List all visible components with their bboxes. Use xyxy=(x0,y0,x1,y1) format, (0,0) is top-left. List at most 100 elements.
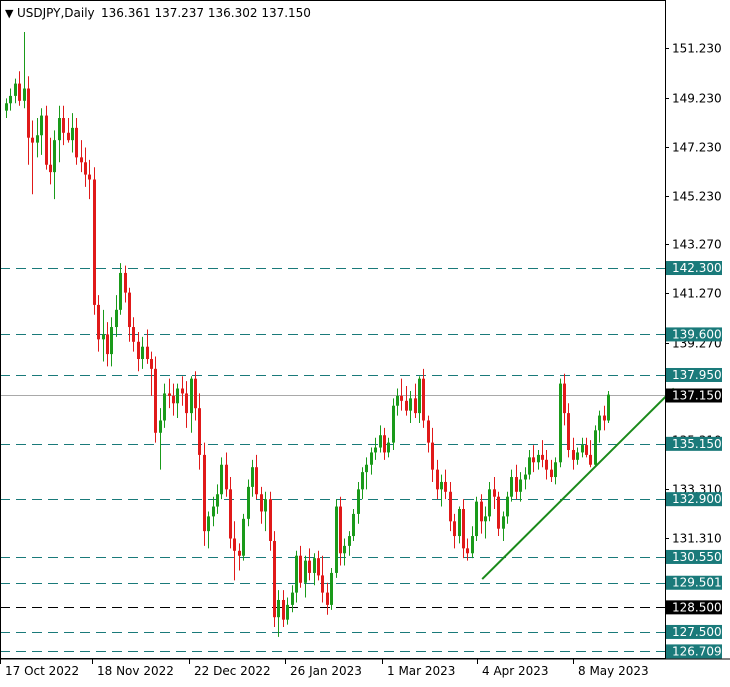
level-price-tag-label: 128.500 xyxy=(672,600,722,614)
candle-body xyxy=(444,481,447,492)
candle-body xyxy=(84,162,87,175)
trendline[interactable] xyxy=(481,387,675,580)
candle-body xyxy=(115,309,118,328)
candle-body xyxy=(528,457,531,475)
candle-body xyxy=(594,430,597,465)
current-price-tag-label: 137.150 xyxy=(672,389,722,403)
time-tick-label: 1 Mar 2023 xyxy=(387,664,455,678)
candle-body xyxy=(93,179,96,305)
candle-body xyxy=(607,394,610,421)
candle-body xyxy=(409,398,412,411)
level-price-tag xyxy=(666,367,722,382)
chart-header: ▼ USDJPY,Daily 136.361 137.237 136.302 1… xyxy=(5,6,311,20)
candle-body xyxy=(88,174,91,180)
candle-body xyxy=(185,393,188,414)
candle-body xyxy=(172,395,175,404)
candle-body xyxy=(581,445,584,453)
candle-body xyxy=(128,292,131,328)
candle-body xyxy=(277,599,280,618)
candle-body xyxy=(418,378,421,414)
candle-body xyxy=(97,304,100,340)
candle-body xyxy=(374,447,377,453)
candle-body xyxy=(379,435,382,448)
candle-body xyxy=(488,489,491,517)
level-price-tag xyxy=(666,600,722,615)
candle-body xyxy=(458,509,461,537)
candle-body xyxy=(286,604,289,620)
candle-body xyxy=(589,454,592,465)
candle-body xyxy=(176,388,179,404)
candle-body xyxy=(339,506,342,554)
candle-body xyxy=(440,481,443,490)
candle-body xyxy=(238,550,241,556)
candle-body xyxy=(387,442,390,453)
candle-body xyxy=(18,83,21,101)
candle-body xyxy=(453,521,456,537)
candle-body xyxy=(567,413,570,450)
candle-body xyxy=(357,489,360,514)
candle-body xyxy=(203,454,206,532)
candle-body xyxy=(207,516,210,532)
horizontal-levels xyxy=(0,268,665,652)
level-price-tag-label: 132.900 xyxy=(672,492,722,506)
level-price-tag xyxy=(666,261,722,276)
candle-body xyxy=(510,477,513,497)
level-price-tag-label: 129.501 xyxy=(672,576,722,590)
candle-body xyxy=(449,491,452,522)
symbol-timeframe-label: USDJPY,Daily xyxy=(17,6,95,20)
candle-body xyxy=(524,474,527,480)
candle-body xyxy=(365,464,368,473)
price-tags: 142.300 139.600 137.950 135.150 132.900 130.5… xyxy=(666,261,722,659)
candle-body xyxy=(506,496,509,517)
candle-body xyxy=(27,88,30,138)
time-axis[interactable]: 17 Oct 2022 18 Nov 2022 22 Dec 2022 26 Jan … xyxy=(0,659,649,678)
candle-body xyxy=(585,445,588,455)
candle-body xyxy=(335,506,338,573)
candle-body xyxy=(291,592,294,605)
level-price-tag-label: 135.150 xyxy=(672,437,722,451)
candle-body xyxy=(537,454,540,463)
candle-body xyxy=(220,464,223,495)
candle-body xyxy=(554,462,557,478)
time-tick-label: 26 Jan 2023 xyxy=(290,664,362,678)
candle-body xyxy=(321,575,324,593)
candle-body xyxy=(9,95,12,104)
candle-body xyxy=(484,516,487,522)
candle-body xyxy=(550,469,553,478)
candle-body xyxy=(598,415,601,431)
candle-body xyxy=(23,88,26,101)
symbol-menu-icon[interactable]: ▼ xyxy=(5,7,14,20)
price-axis[interactable]: 151.230 149.230 147.230 145.230 143.270 141.2… xyxy=(665,42,722,546)
candle-body xyxy=(62,118,65,133)
candle-body xyxy=(67,132,70,141)
candle-body xyxy=(427,420,430,443)
candle-body xyxy=(295,555,298,593)
time-tick-label: 18 Nov 2022 xyxy=(97,664,174,678)
candle-body xyxy=(282,599,285,620)
candle-body xyxy=(436,469,439,490)
candle-body xyxy=(168,393,171,396)
level-price-tag xyxy=(666,549,722,564)
candle-body xyxy=(480,501,483,522)
candle-body xyxy=(519,479,522,492)
candle-body xyxy=(563,383,566,414)
candle-body xyxy=(313,558,316,573)
candle-body xyxy=(242,518,245,556)
level-price-tag xyxy=(666,575,722,590)
candle-body xyxy=(431,442,434,470)
candle-body xyxy=(405,400,408,411)
candle-body xyxy=(106,334,109,355)
candle-body xyxy=(40,115,43,136)
level-price-tag-label: 126.709 xyxy=(672,644,722,658)
candle-body xyxy=(304,560,307,583)
candle-body xyxy=(471,536,474,554)
candle-body xyxy=(264,499,267,512)
candle-body xyxy=(370,452,373,465)
trendline-layer xyxy=(481,387,675,580)
candle-body xyxy=(576,452,579,460)
level-price-tag-label: 130.550 xyxy=(672,550,722,564)
candle-body xyxy=(532,457,535,463)
